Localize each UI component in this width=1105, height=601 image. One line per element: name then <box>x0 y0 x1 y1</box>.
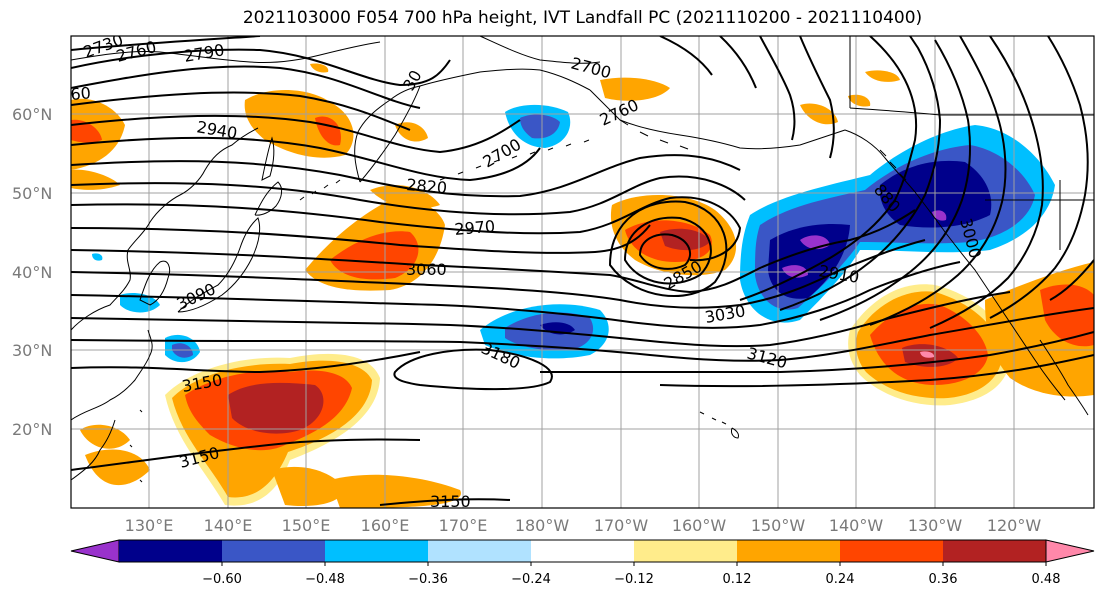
lon-label: 140°W <box>829 516 884 535</box>
lon-label: 170°E <box>439 516 488 535</box>
colorbar-segment <box>325 540 429 562</box>
colorbar-tick-label: 0.24 <box>826 572 855 587</box>
colorbar-segment <box>119 540 223 562</box>
colorbar-tick-label: −0.24 <box>511 572 551 587</box>
lon-label: 160°E <box>361 516 410 535</box>
colorbar-segment <box>531 540 635 562</box>
colorbar-segment <box>428 540 532 562</box>
height-contours <box>71 36 1094 506</box>
contour-label: 3150 <box>430 492 471 511</box>
contour-label: 60 <box>70 83 92 104</box>
lon-label: 150°W <box>751 516 806 535</box>
colorbar-tick-label: −0.48 <box>305 572 345 587</box>
lat-label: 20°N <box>12 420 52 439</box>
lat-label: 50°N <box>12 184 52 203</box>
lon-label: 150°E <box>282 516 331 535</box>
colorbar-tick-label: 0.12 <box>723 572 752 587</box>
lon-label: 130°W <box>908 516 963 535</box>
map-frame <box>70 35 1095 509</box>
lon-label: 120°W <box>987 516 1042 535</box>
map-area: 2730 2760 2790 60 30 2700 2760 2940 2700… <box>70 36 1094 511</box>
lat-label: 60°N <box>12 105 52 124</box>
figure-title: 2021103000 F054 700 hPa height, IVT Land… <box>242 8 923 28</box>
colorbar-outline <box>119 539 1046 563</box>
lon-label: 140°E <box>204 516 253 535</box>
colorbar-extend-low <box>70 539 120 563</box>
colorbar-segment <box>840 540 944 562</box>
colorbar-segment <box>737 540 841 562</box>
lon-label: 160°W <box>672 516 727 535</box>
colorbar-extend-high <box>1045 539 1095 563</box>
longitude-labels: 130°E 140°E 150°E 160°E 170°E 180°W 170°… <box>125 516 1042 535</box>
colorbar-segment <box>943 540 1047 562</box>
lat-label: 40°N <box>12 263 52 282</box>
contour-label: 3060 <box>406 260 447 279</box>
colorbar: −0.60 −0.48 −0.36 −0.24 −0.12 0.12 0.24 0.36 0.4… <box>70 539 1095 587</box>
contour-label: 2970 <box>454 217 496 239</box>
lon-label: 130°E <box>125 516 174 535</box>
colorbar-tick-label: −0.60 <box>202 572 242 587</box>
colorbar-tick-label: −0.36 <box>408 572 448 587</box>
lon-label: 170°W <box>594 516 649 535</box>
colorbar-segment <box>634 540 738 562</box>
contour-label: 2820 <box>406 175 448 197</box>
colorbar-tick-label: 0.36 <box>929 572 958 587</box>
colorbar-segment <box>222 540 326 562</box>
colorbar-tick-label: 0.48 <box>1032 572 1061 587</box>
colorbar-tick-label: −0.12 <box>614 572 654 587</box>
lon-label: 180°W <box>515 516 570 535</box>
lat-label: 30°N <box>12 341 52 360</box>
latitude-labels: 60°N 50°N 40°N 30°N 20°N <box>12 105 52 439</box>
